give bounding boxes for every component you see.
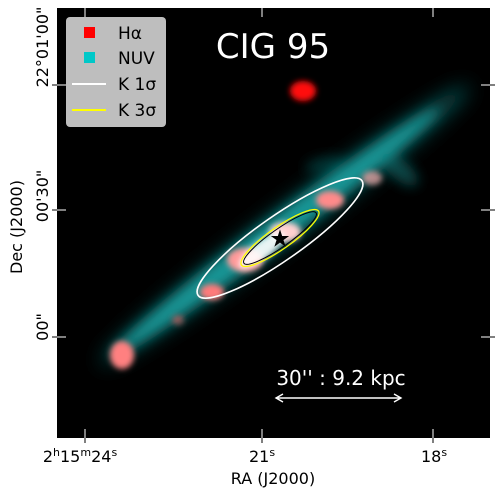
tick-marks: [57, 8, 490, 438]
tick-marks-outer: [52, 84, 495, 443]
figure-title: CIG 95: [216, 27, 330, 67]
legend-marker-halpha: [84, 27, 95, 38]
legend-marker-nuv: [84, 52, 95, 63]
y-tick-label-3: 00": [33, 313, 52, 341]
y-axis-label: Dec (J2000): [7, 180, 26, 274]
x-tick-label-3: 18s: [421, 446, 447, 466]
y-tick-label-1: 22°01'00": [33, 7, 52, 88]
k3-contour-outer: [240, 208, 320, 268]
legend-label-halpha: Hα: [118, 24, 142, 44]
legend-label-nuv: NUV: [118, 49, 155, 69]
x-tick-label-2: 21s: [249, 446, 275, 466]
x-tick-label-1: 2h15m24s: [43, 446, 118, 466]
star-icon: [270, 229, 290, 247]
legend: Hα NUV K 1σ K 3σ: [66, 17, 166, 127]
scale-bar-label: 30'' : 9.2 kpc: [276, 366, 405, 390]
sky-image: [57, 8, 490, 438]
scale-bar: [274, 393, 403, 403]
x-axis-label: RA (J2000): [231, 469, 315, 488]
legend-label-k3: K 3σ: [118, 101, 156, 121]
legend-label-k1: K 1σ: [118, 75, 156, 95]
y-tick-label-2: 00'30": [33, 170, 52, 222]
k1-contour: [196, 177, 364, 299]
